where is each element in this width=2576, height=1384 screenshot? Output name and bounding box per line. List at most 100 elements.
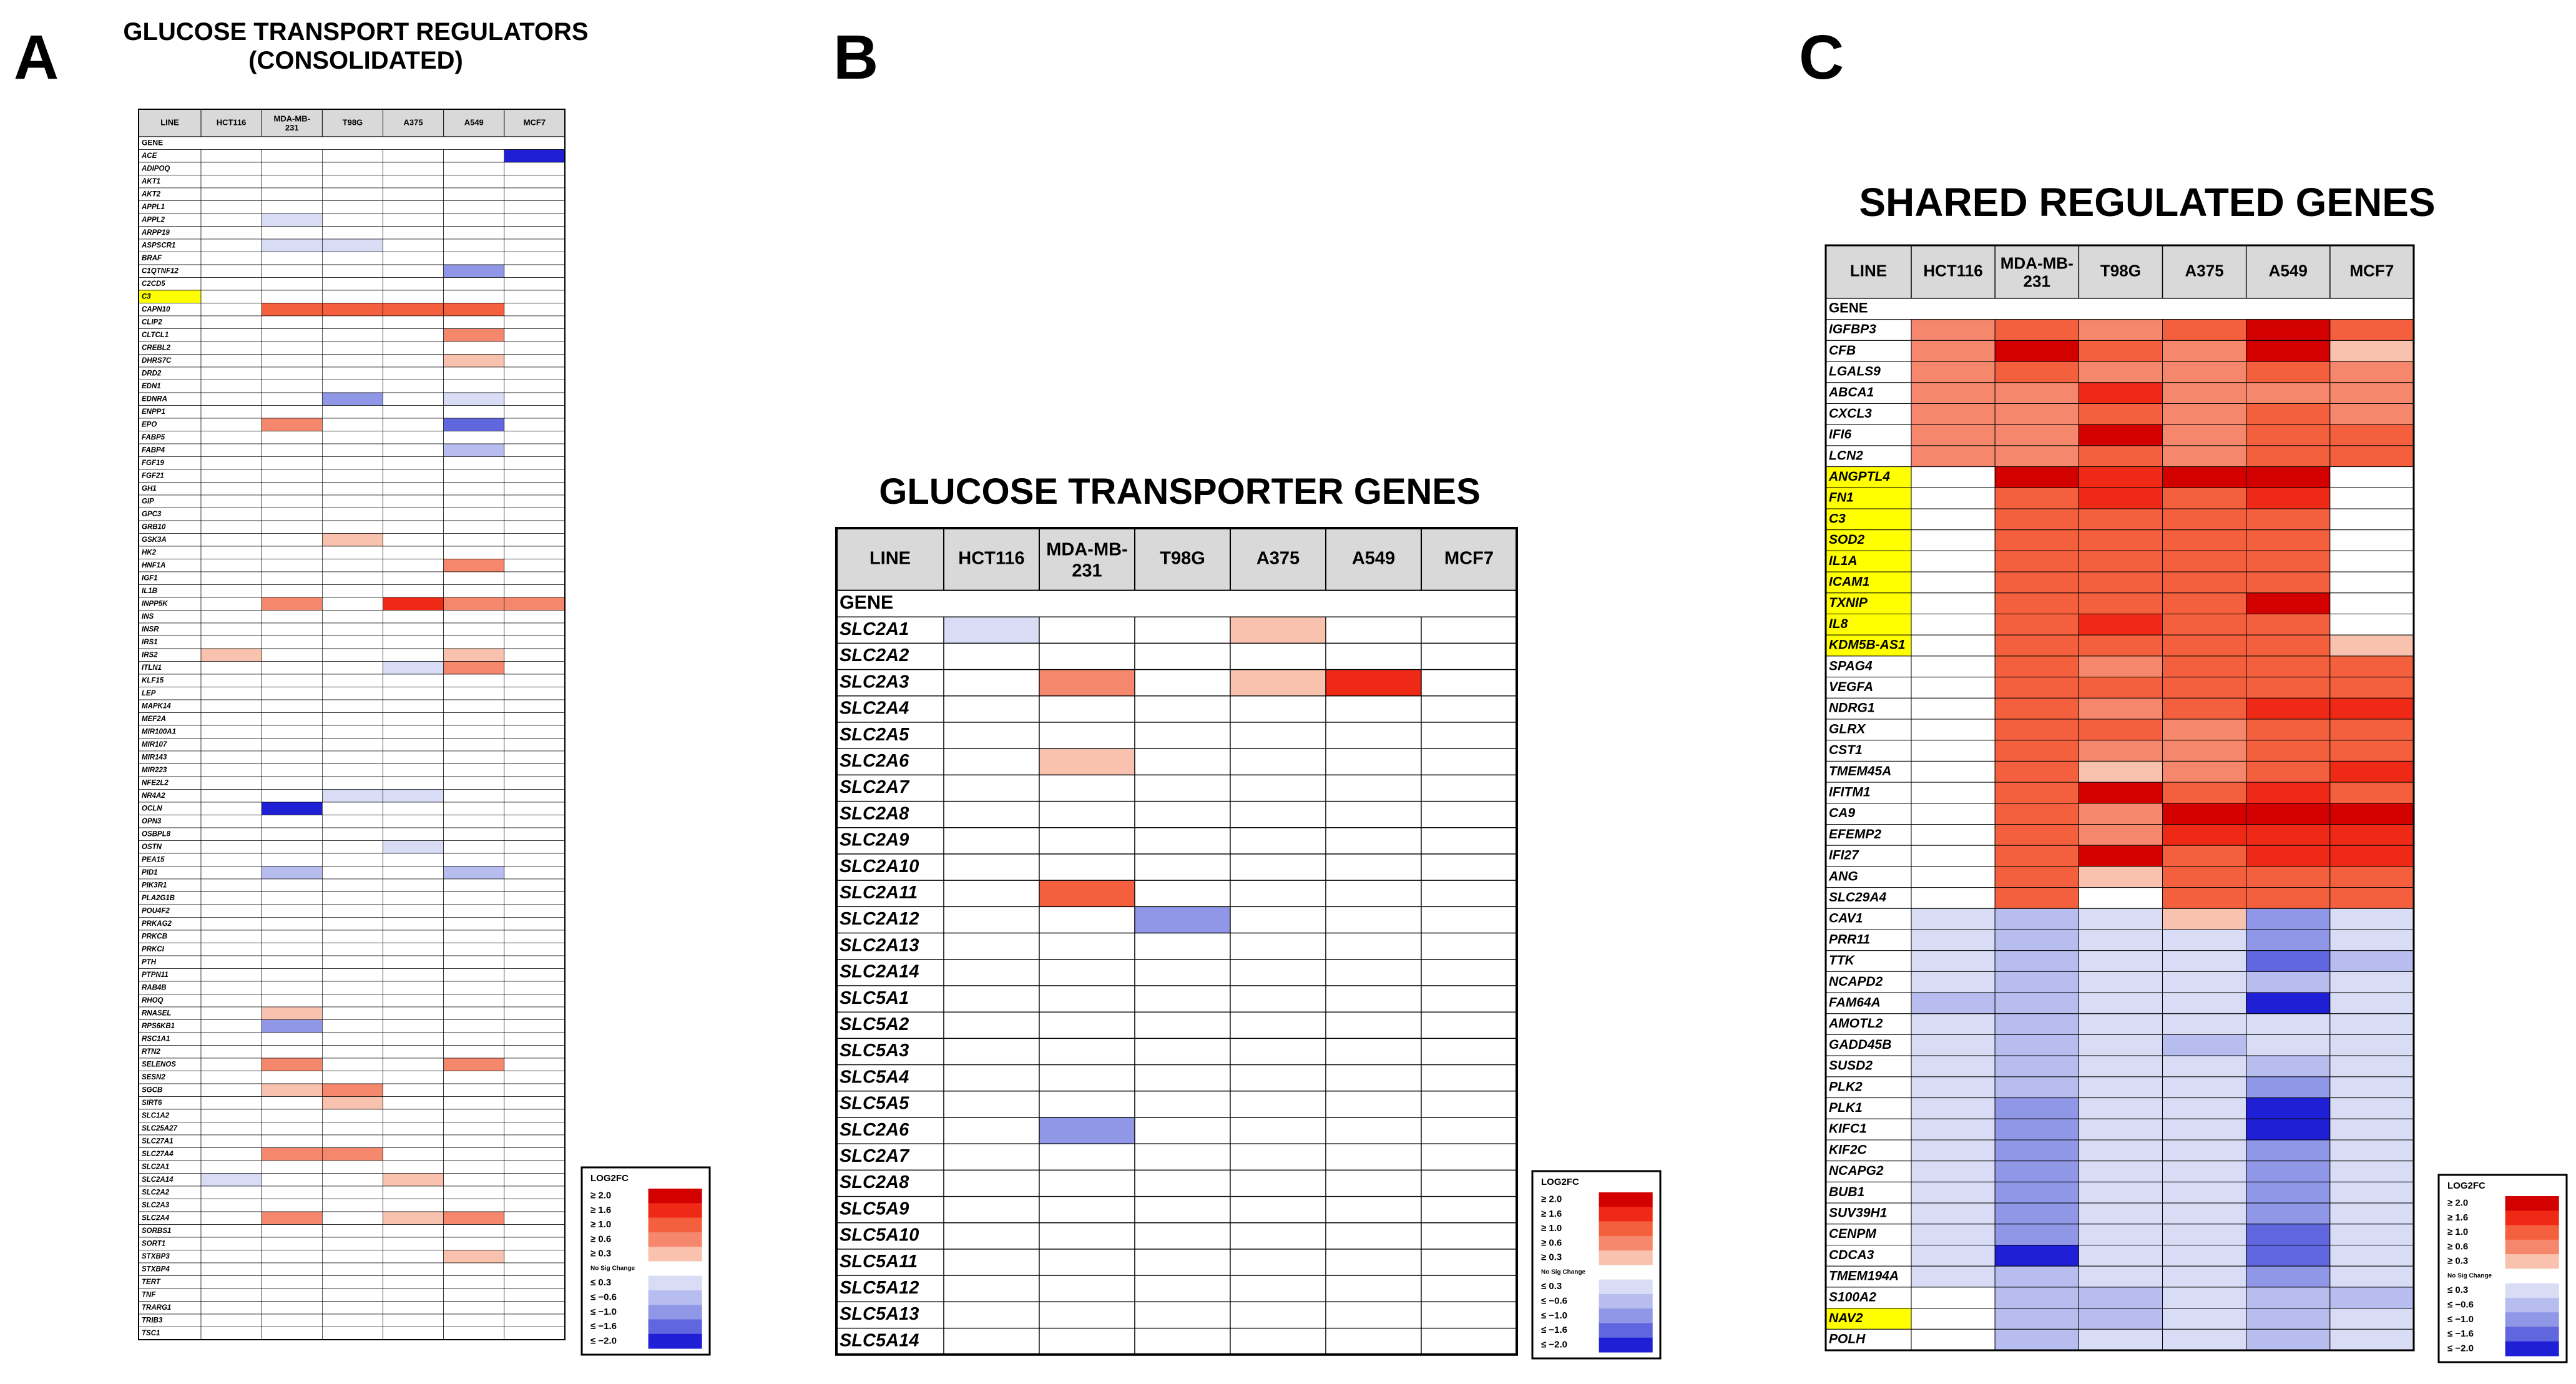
panel-b-cell <box>1421 1327 1517 1355</box>
panel-a-cell <box>321 431 383 444</box>
panel-c-cell <box>2329 1055 2414 1077</box>
panel-a-cell <box>504 789 566 803</box>
panel-a-cell <box>504 226 566 240</box>
panel-a-cell <box>443 1058 505 1071</box>
panel-a-cell <box>200 648 262 662</box>
panel-a-cell <box>200 802 262 815</box>
panel-a-cell <box>321 354 383 368</box>
panel-a-cell <box>321 264 383 278</box>
panel-a-cell <box>383 1275 444 1289</box>
panel-c-gene-label: CST1 <box>1829 743 1863 757</box>
panel-c-cell <box>1911 697 1996 720</box>
panel-a-cell <box>443 1327 505 1340</box>
panel-a-cell <box>200 1237 262 1250</box>
panel-a-cell <box>443 815 505 828</box>
panel-a-cell <box>261 341 323 355</box>
legend-c-swatch <box>2505 1341 2559 1357</box>
panel-c-cell <box>2078 824 2163 846</box>
panel-a-cell <box>200 750 262 764</box>
panel-c-cell <box>1911 340 1996 362</box>
panel-b-cell <box>1039 985 1135 1013</box>
panel-b-cell <box>1134 985 1231 1013</box>
panel-a-cell <box>261 1301 323 1315</box>
panel-a-cell <box>200 341 262 355</box>
panel-b-cell <box>943 1327 1040 1355</box>
panel-a-cell <box>200 853 262 866</box>
panel-b-cell <box>943 774 1040 802</box>
panel-a-cell <box>443 469 505 483</box>
panel-c-cell <box>2078 929 2163 951</box>
panel-c-gene-label: PRR11 <box>1829 932 1870 946</box>
panel-b-gene-header-row <box>836 590 1517 617</box>
panel-a-cell <box>321 482 383 496</box>
panel-a-cell <box>321 559 383 572</box>
panel-a-cell <box>504 469 566 483</box>
panel-b-gene-label: SLC5A5 <box>840 1094 909 1114</box>
panel-a-cell <box>321 1313 383 1327</box>
panel-b-cell <box>1134 616 1231 644</box>
panel-b-cell <box>1230 616 1326 644</box>
panel-c-cell <box>1911 319 1996 341</box>
panel-a-cell <box>200 815 262 828</box>
panel-a-cell <box>504 725 566 739</box>
panel-b-cell <box>943 1091 1040 1118</box>
panel-a-cell <box>383 763 444 777</box>
panel-a-gene-label: GPC3 <box>142 511 162 518</box>
panel-a-gene-label: C2CD5 <box>142 280 165 288</box>
panel-a-cell <box>504 252 566 265</box>
panel-a-cell <box>383 277 444 291</box>
panel-c-cell <box>1994 508 2079 531</box>
panel-a-cell <box>200 277 262 291</box>
panel-a-cell <box>383 1071 444 1084</box>
panel-b-gene-label: SLC2A10 <box>840 856 919 876</box>
panel-a-cell <box>321 904 383 918</box>
panel-c-col-header: MDA-MB- <box>2001 253 2074 272</box>
panel-a-cell <box>321 776 383 790</box>
panel-a-cell <box>443 1032 505 1046</box>
panel-a-cell <box>321 661 383 675</box>
panel-a-cell <box>261 392 323 406</box>
panel-a-cell <box>383 725 444 739</box>
panel-c-cell <box>2162 845 2247 867</box>
panel-a-cell <box>443 1275 505 1289</box>
panel-a-cell <box>443 392 505 406</box>
panel-b-cell <box>1134 1222 1231 1250</box>
panel-a-cell <box>504 1109 566 1122</box>
panel-c-gene-label: ICAM1 <box>1829 574 1869 589</box>
panel-a-col-header: MCF7 <box>524 117 546 127</box>
panel-a-cell <box>321 738 383 752</box>
panel-a-cell <box>321 226 383 240</box>
panel-a-cell <box>261 1006 323 1020</box>
panel-a-cell <box>443 917 505 931</box>
panel-a-cell <box>200 315 262 329</box>
panel-b-cell <box>1230 1117 1326 1144</box>
panel-c-gene-cell <box>1825 571 1912 594</box>
panel-c-gene-cell <box>1825 614 1912 636</box>
panel-a-gene-label: APPL2 <box>141 216 165 223</box>
panel-c-cell <box>2162 677 2247 699</box>
panel-a-cell <box>261 264 323 278</box>
panel-a-cell <box>443 1122 505 1136</box>
panel-a-gene-label: PRKCI <box>142 946 165 953</box>
panel-a-cell <box>200 1313 262 1327</box>
panel-a-gene-label: DRD2 <box>142 370 162 377</box>
panel-a-cell <box>443 405 505 419</box>
panel-a-cell <box>200 674 262 687</box>
panel-b-cell <box>1039 827 1135 855</box>
panel-c-cell <box>2246 1139 2331 1162</box>
panel-a-cell <box>321 315 383 329</box>
panel-b-cell <box>1421 642 1517 670</box>
panel-b-cell <box>943 642 1040 670</box>
panel-b-gene-cell <box>836 1195 944 1224</box>
panel-c-cell <box>2246 971 2331 993</box>
panel-b-cell <box>1134 722 1231 749</box>
panel-a-cell <box>321 802 383 815</box>
panel-c-gene-cell <box>1825 1097 1912 1119</box>
panel-c-cell <box>2329 697 2414 720</box>
panel-a-cell <box>443 1045 505 1059</box>
panel-c-cell <box>2329 1013 2414 1036</box>
panel-c-cell <box>1994 677 2079 699</box>
panel-a-cell <box>383 597 444 611</box>
panel-c-cell <box>1994 1097 2079 1119</box>
panel-b-cell <box>1421 1195 1517 1224</box>
